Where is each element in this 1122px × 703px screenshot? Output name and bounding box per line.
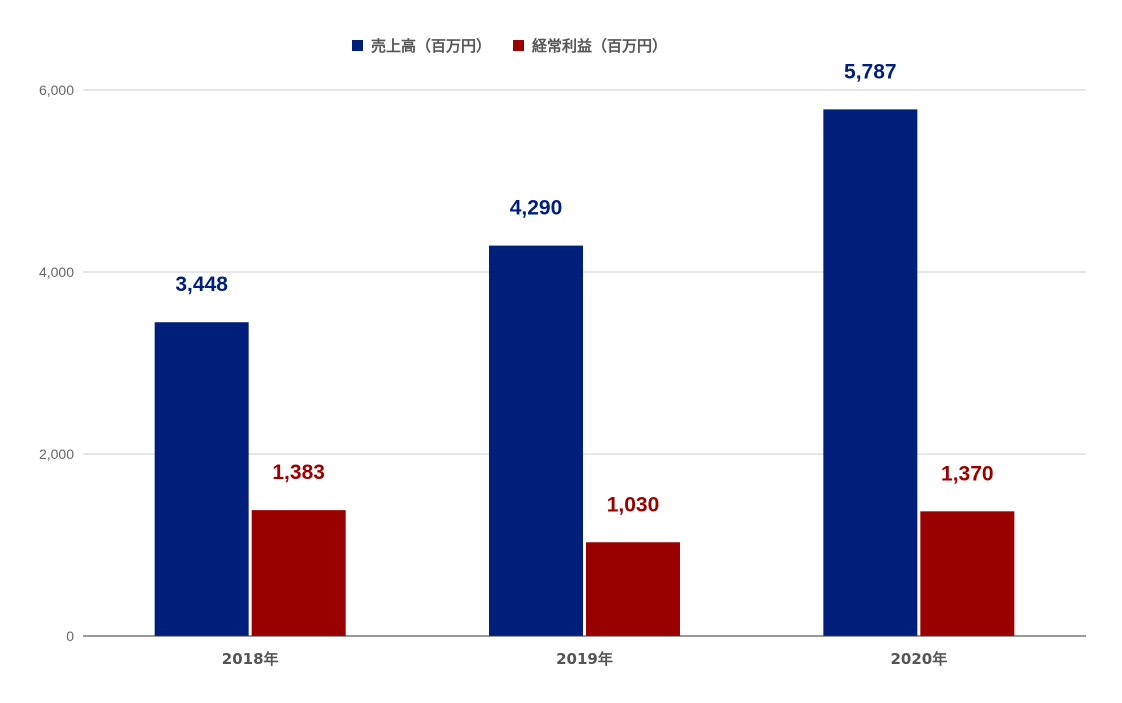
data-label: 1,370 <box>941 462 994 485</box>
y-tick-label: 6,000 <box>39 82 74 98</box>
legend-swatch <box>352 40 363 51</box>
bar <box>920 511 1015 636</box>
bar <box>823 109 918 637</box>
gridlines <box>83 89 1086 455</box>
bar <box>251 510 346 636</box>
legend-swatch <box>513 40 524 51</box>
legend-label: 経常利益（百万円） <box>532 37 667 55</box>
x-tick-label: 2018年 <box>222 650 279 668</box>
data-label: 3,448 <box>175 273 228 296</box>
bar <box>154 322 249 636</box>
data-label: 5,787 <box>844 60 897 83</box>
bar <box>489 245 583 637</box>
data-label: 1,383 <box>272 461 325 484</box>
axes: 0 2,000 4,000 6,000 2018年 2019年 2020年 <box>39 82 1086 668</box>
y-tick-label: 0 <box>66 628 74 644</box>
legend: 売上高（百万円） 経常利益（百万円） <box>352 37 667 55</box>
bar <box>586 542 680 636</box>
bars <box>154 109 1015 637</box>
x-tick-label: 2020年 <box>890 650 947 668</box>
data-label: 1,030 <box>607 493 660 516</box>
y-tick-label: 2,000 <box>39 446 74 462</box>
y-tick-label: 4,000 <box>39 264 74 280</box>
legend-label: 売上高（百万円） <box>371 37 491 55</box>
x-tick-label: 2019年 <box>556 650 613 668</box>
data-label: 4,290 <box>510 197 563 220</box>
data-labels: 3,448 1,383 4,290 1,030 5,787 1,370 <box>175 60 993 516</box>
